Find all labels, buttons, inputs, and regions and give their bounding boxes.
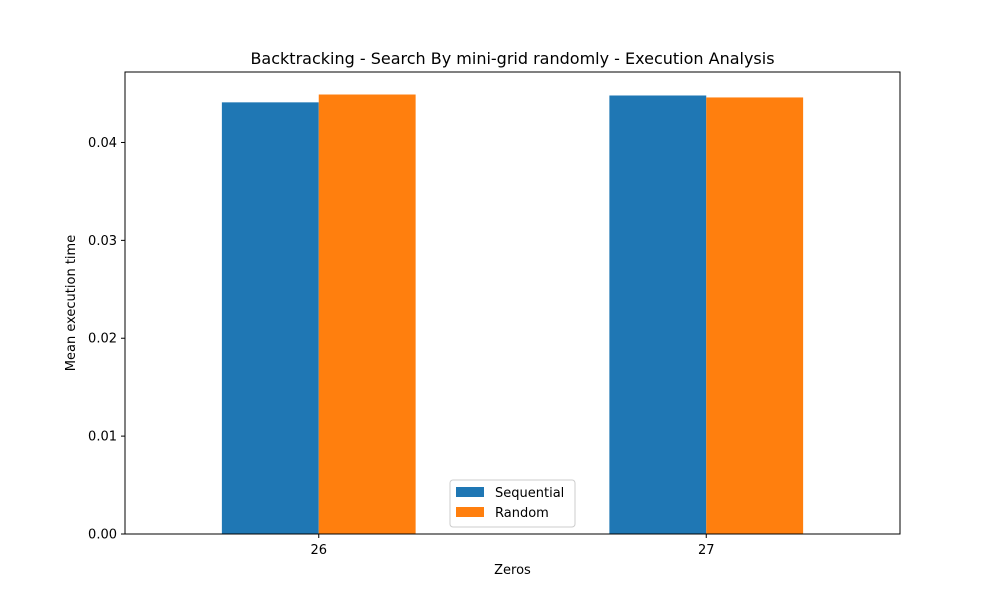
y-tick-label: 0.00	[88, 528, 117, 543]
y-tick-label: 0.03	[88, 234, 117, 249]
plot-frame	[124, 71, 901, 535]
x-tick-label: 26	[310, 543, 327, 558]
bar-random-26	[318, 94, 416, 535]
bar-sequential-26	[221, 102, 319, 534]
chart-title: Backtracking - Search By mini-grid rando…	[250, 49, 774, 68]
y-axis: 0.00 0.01 0.02 0.03 0.04	[88, 136, 125, 543]
y-axis-label: Mean execution time	[64, 235, 79, 371]
legend-swatch-random	[456, 507, 484, 517]
bars-layer	[221, 94, 804, 535]
bar-sequential-27	[609, 95, 707, 535]
y-tick-label: 0.01	[88, 430, 117, 445]
y-tick-label: 0.02	[88, 332, 117, 347]
x-axis: 26 27	[310, 534, 715, 558]
legend: Sequential Random	[449, 479, 576, 528]
y-tick-label: 0.04	[88, 136, 117, 151]
legend-swatch-sequential	[456, 487, 484, 497]
x-tick-label: 27	[698, 543, 715, 558]
legend-label-random: Random	[495, 506, 549, 521]
legend-label-sequential: Sequential	[495, 486, 564, 501]
bar-random-27	[706, 97, 804, 534]
x-axis-label: Zeros	[494, 563, 531, 578]
